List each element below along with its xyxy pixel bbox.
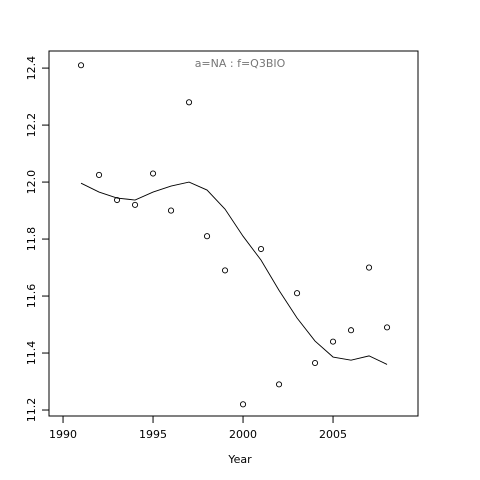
x-tick-label: 2005: [319, 428, 347, 441]
point: [293, 290, 301, 297]
y-tick-label: 12.4: [25, 56, 38, 81]
point: [203, 233, 211, 240]
point: [221, 267, 229, 274]
point: [365, 264, 373, 271]
x-axis-label: Year: [227, 453, 252, 466]
x-tick-label: 1995: [139, 428, 167, 441]
y-tick-label: 12.0: [25, 170, 38, 195]
plot-frame: [48, 50, 419, 417]
point: [167, 207, 175, 214]
y-tick-label: 11.2: [25, 398, 38, 423]
point: [311, 359, 319, 367]
x-tick-label: 1990: [49, 428, 77, 441]
point: [95, 171, 103, 178]
y-tick-label: 11.8: [25, 227, 38, 252]
point: [113, 196, 121, 204]
point: [329, 338, 337, 345]
point: [77, 62, 85, 69]
x-tick-label: 2000: [229, 428, 257, 441]
point: [257, 245, 265, 253]
y-tick-label: 12.2: [25, 113, 38, 138]
chart-title: a=NA : f=Q3BIO: [195, 57, 286, 70]
point: [275, 381, 283, 388]
y-tick-label: 11.6: [25, 284, 38, 309]
point: [383, 324, 391, 331]
point: [185, 99, 193, 106]
point: [347, 327, 355, 334]
point: [149, 170, 157, 177]
trend-line: [80, 181, 388, 365]
point: [131, 201, 139, 208]
point: [239, 401, 247, 408]
y-tick-label: 11.4: [25, 341, 38, 366]
